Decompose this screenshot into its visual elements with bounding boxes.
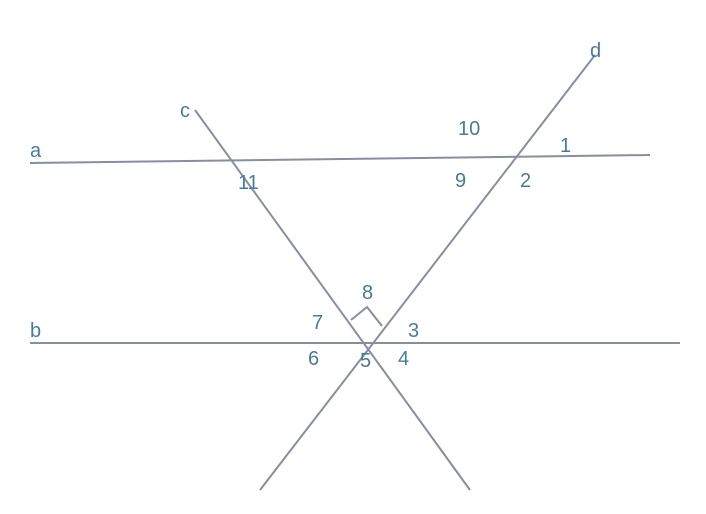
label-angle-9: 9 xyxy=(455,170,466,193)
label-angle-10: 10 xyxy=(458,118,480,141)
label-angle-4: 4 xyxy=(398,348,409,371)
label-angle-1: 1 xyxy=(560,135,571,158)
label-line-b: b xyxy=(30,320,41,343)
label-angle-3: 3 xyxy=(408,320,419,343)
label-angle-5: 5 xyxy=(360,350,371,373)
label-line-a: a xyxy=(30,140,41,163)
label-line-d: d xyxy=(590,40,601,63)
line-a xyxy=(30,155,650,163)
right-angle-marker xyxy=(351,307,382,326)
line-d xyxy=(260,55,595,490)
label-angle-11: 11 xyxy=(238,172,259,195)
label-angle-2: 2 xyxy=(520,170,531,193)
label-angle-6: 6 xyxy=(308,348,319,371)
label-line-c: c xyxy=(180,100,190,123)
line-c xyxy=(195,110,470,490)
label-angle-8: 8 xyxy=(362,282,373,305)
label-angle-7: 7 xyxy=(312,312,323,335)
geometry-diagram xyxy=(0,0,706,514)
